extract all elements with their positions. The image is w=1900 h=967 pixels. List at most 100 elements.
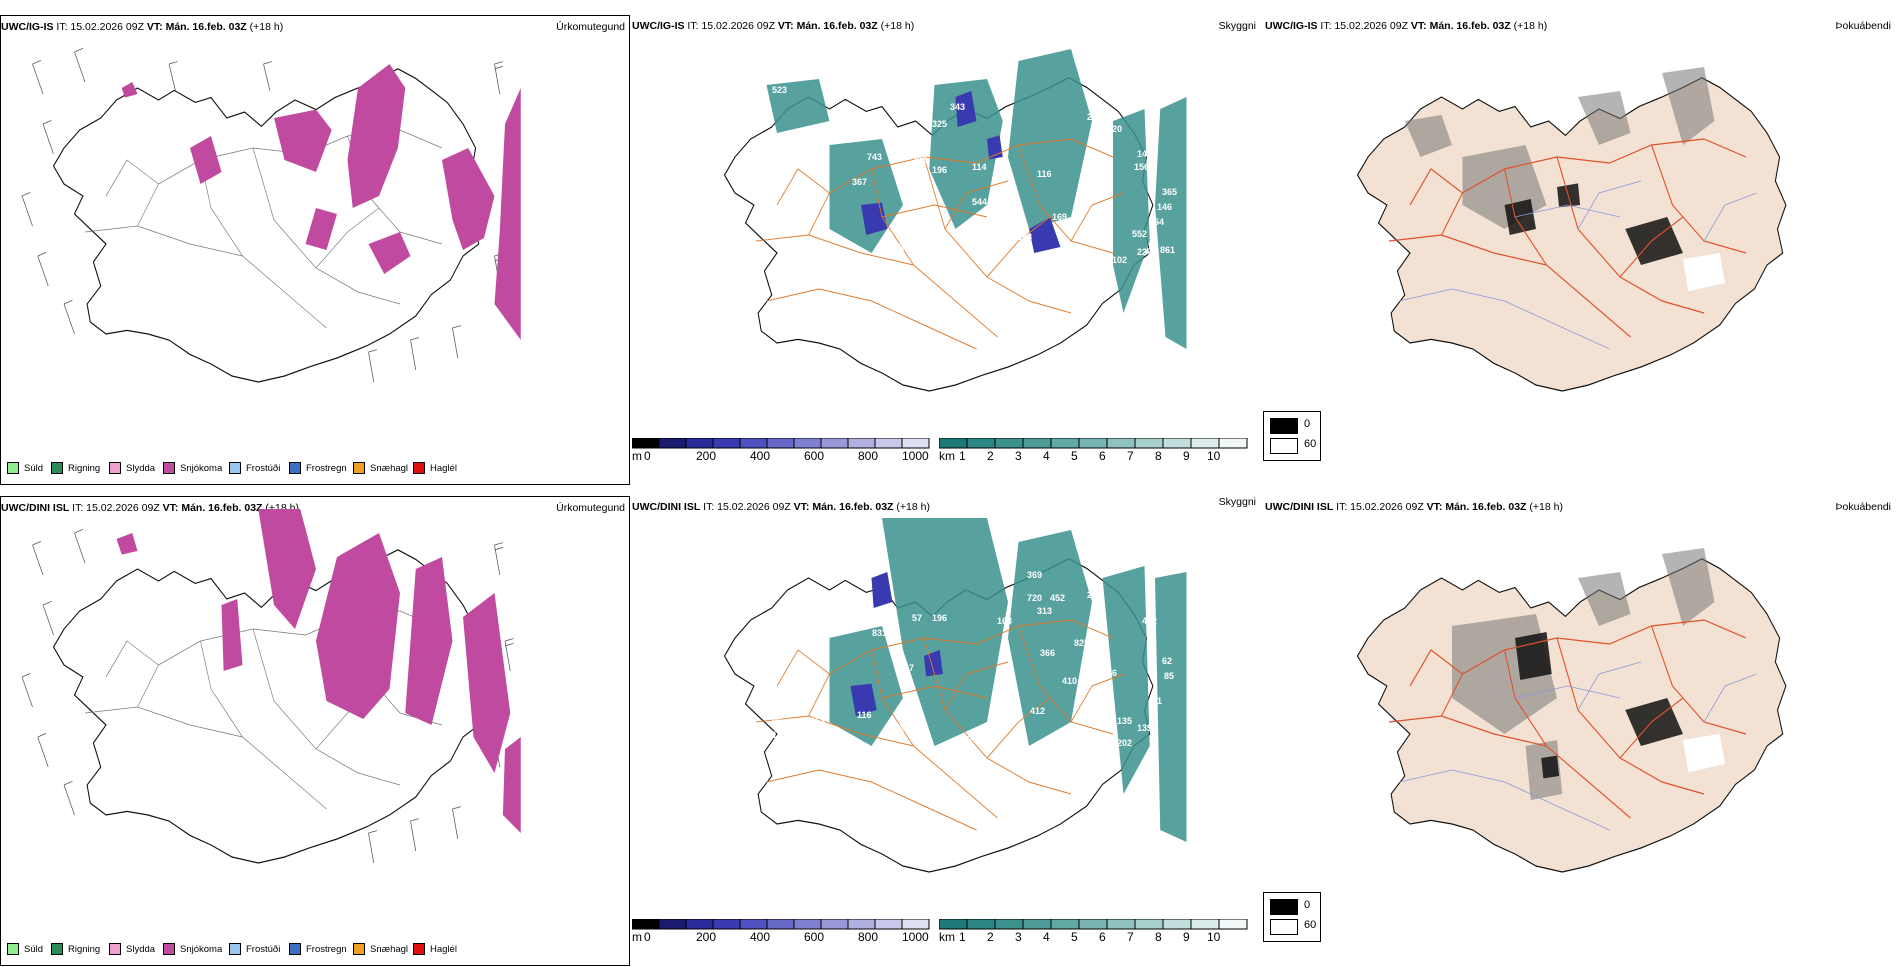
scale-tick: 10 <box>1207 449 1221 463</box>
fog-swatch <box>1270 899 1298 915</box>
legend-swatch <box>7 943 19 955</box>
fog-legend-value: 0 <box>1304 418 1311 430</box>
visibility-labels: 523 343 325 205 220 743 203 196 148 156 … <box>772 85 1245 277</box>
visibility-value: 365 <box>1162 187 1177 197</box>
scale-unit: km <box>939 930 955 944</box>
visibility-value: 452 <box>1050 593 1065 603</box>
legend-item: Slydda <box>109 943 155 955</box>
legend-item: Haglél <box>413 462 457 474</box>
legend-item: Haglél <box>413 943 457 955</box>
visibility-value: 776 <box>1102 668 1117 678</box>
legend-swatch <box>289 943 301 955</box>
scale-tick: 5 <box>1071 449 1078 463</box>
fog-swatch <box>1270 418 1298 434</box>
panel-header: UWC/IG-IS IT: 15.02.2026 09Z VT: Mán. 16… <box>1265 20 1548 32</box>
visibility-value: 939 <box>1217 668 1232 678</box>
visibility-value: 164 <box>1012 740 1027 750</box>
visibility-value: 135 <box>1117 716 1132 726</box>
scale-tick: 7 <box>1127 930 1134 944</box>
legend-swatch <box>51 462 63 474</box>
visibility-value: 27 <box>904 663 914 673</box>
precip-legend: Súld Rigning Slydda Snjókoma Frostúði Fr… <box>1 458 631 480</box>
scale-tick: 5 <box>1071 930 1078 944</box>
precip-panel-bottom: UWC/DINI ISL IT: 15.02.2026 09Z VT: Mán.… <box>0 496 630 966</box>
legend-item: Súld <box>7 462 43 474</box>
legend-swatch <box>229 462 241 474</box>
visibility-value: 146 <box>1157 202 1172 212</box>
fog-legend-top: 0 60 <box>1263 411 1321 461</box>
visibility-value: 127 <box>894 723 909 733</box>
visibility-value: 576 <box>1224 623 1239 633</box>
legend-swatch <box>413 462 425 474</box>
panel-header: UWC/IG-IS IT: 15.02.2026 09Z VT: Mán. 16… <box>1 21 284 33</box>
fog-legend-bottom: 0 60 <box>1263 892 1321 942</box>
scale-tick: 1 <box>959 930 966 944</box>
visibility-value: 51 <box>1152 696 1162 706</box>
visibility-value: 206 <box>962 734 977 744</box>
scale-tick: 0 <box>644 449 651 463</box>
visibility-value: 369 <box>1027 570 1042 580</box>
fog-swatch <box>1270 919 1298 935</box>
visibility-value: 114 <box>972 162 987 172</box>
visibility-value: 135 <box>1137 723 1152 733</box>
visibility-value: 203 <box>912 155 927 165</box>
scale-tick: 7 <box>1127 449 1134 463</box>
visibility-value: 552 <box>1132 229 1147 239</box>
scale-tick: 1 <box>959 449 966 463</box>
fog-legend-value: 0 <box>1304 899 1311 911</box>
scale-bar <box>939 919 1248 930</box>
scale-tick: 10 <box>1207 930 1221 944</box>
visibility-labels: 369 720 452 22 435 831 57 196 163 313 36… <box>772 570 1239 798</box>
visibility-value: 825 <box>1074 638 1089 648</box>
visibility-value: 196 <box>932 165 947 175</box>
legend-item: Snæhagl <box>353 462 408 474</box>
scale-tick: 2 <box>987 930 994 944</box>
panel-title: Þokuábendi <box>1835 20 1891 32</box>
scale-tick: 1000 <box>902 930 929 944</box>
legend-item: Frostúði <box>229 943 280 955</box>
fog-dark-areas <box>1504 183 1683 265</box>
scale-tick: 400 <box>750 449 771 463</box>
scale-tick: 0 <box>644 930 651 944</box>
visibility-value: 116 <box>1037 169 1052 179</box>
legend-item: Frostúði <box>229 462 280 474</box>
legend-swatch <box>229 943 241 955</box>
visibility-value: 116 <box>857 710 872 720</box>
panel-title: Skyggni <box>1218 20 1256 32</box>
scale-tick: 6 <box>1099 449 1106 463</box>
visibility-value: 153 <box>810 716 825 726</box>
visibility-value: 111 <box>942 247 956 257</box>
visibility-value: 148 <box>1137 149 1152 159</box>
visibility-value: 22 <box>1087 590 1097 600</box>
scale-tick: 1000 <box>902 449 929 463</box>
visibility-value: 948 <box>1230 162 1245 172</box>
legend-swatch <box>353 943 365 955</box>
blue-visibility-areas <box>861 91 1061 254</box>
visibility-panel-bottom: UWC/DINI ISL IT: 15.02.2026 09Z VT: Mán.… <box>632 496 1262 966</box>
legend-swatch <box>51 943 63 955</box>
visibility-value: 373 <box>1094 185 1109 195</box>
precip-panel-top: UWC/IG-IS IT: 15.02.2026 09Z VT: Mán. 16… <box>0 15 630 485</box>
scale-bar <box>632 919 930 930</box>
scale-tick: 8 <box>1155 930 1162 944</box>
legend-swatch <box>109 462 121 474</box>
visibility-value: 163 <box>997 616 1012 626</box>
scale-bar <box>939 438 1248 449</box>
visibility-value: 410 <box>1062 676 1077 686</box>
scale-unit: m <box>632 930 642 944</box>
scale-tick: 200 <box>696 930 717 944</box>
panel-header: UWC/DINI ISL IT: 15.02.2026 09Z VT: Mán.… <box>632 501 930 513</box>
legend-swatch <box>109 943 121 955</box>
legend-swatch <box>163 943 175 955</box>
scale-tick: 600 <box>804 449 825 463</box>
fog-dark-areas <box>1515 632 1683 779</box>
visibility-value: 188 <box>1017 232 1032 242</box>
visibility-value: 313 <box>1037 606 1052 616</box>
visibility-value: 96 <box>896 242 906 252</box>
fog-swatch <box>1270 438 1298 454</box>
visibility-map: 369 720 452 22 435 831 57 196 163 313 36… <box>723 518 1239 873</box>
visibility-value: 227 <box>1137 247 1152 257</box>
visibility-value: 343 <box>950 102 965 112</box>
visibility-value: 523 <box>772 85 787 95</box>
scale-tick: 6 <box>1099 930 1106 944</box>
